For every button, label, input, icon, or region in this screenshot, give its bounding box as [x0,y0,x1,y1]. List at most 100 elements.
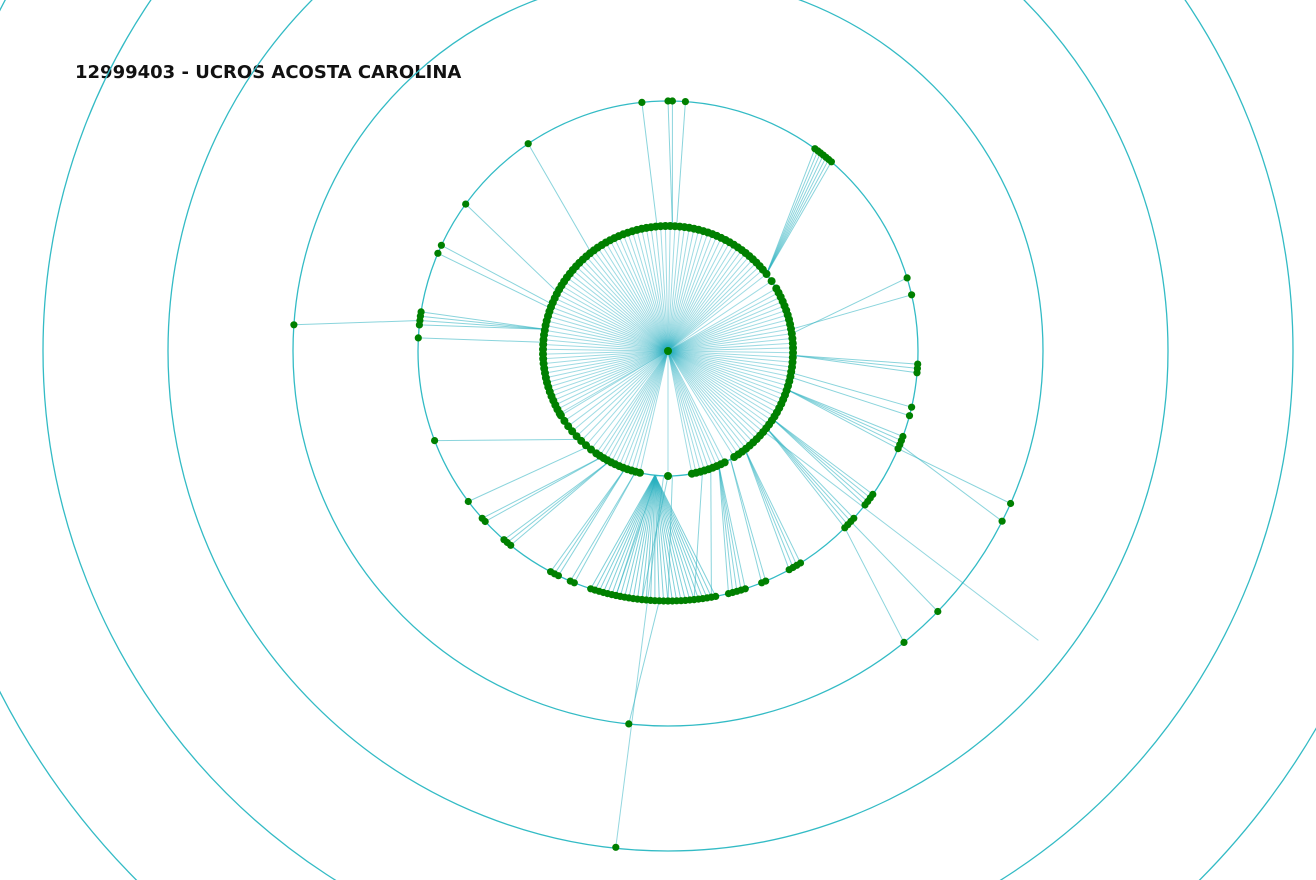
node-ring2[interactable] [903,274,911,282]
node-ring3[interactable] [900,638,908,647]
edge-root-ring1 [614,350,669,465]
node-ring2[interactable] [905,412,914,420]
edge-root-ring1 [590,350,669,450]
edge-root-ring1 [561,285,669,352]
node-ring4[interactable] [612,843,620,851]
node-ring2[interactable] [414,334,422,342]
node-ring2[interactable] [434,249,442,257]
edge-root-ring1 [613,237,669,352]
node-ring1[interactable] [767,277,776,286]
edge-ring1-ring2 [693,471,703,600]
node-ring2[interactable] [431,437,439,445]
edge-ring1-ring2 [766,427,855,519]
node-ring2[interactable] [861,501,869,509]
edge-fan [654,475,717,597]
node-ring2[interactable] [913,369,921,377]
edge-root-ring1 [622,350,669,468]
edge-ring1-ring2 [792,354,918,365]
node-ring2[interactable] [668,97,677,105]
edge-root-ring1 [667,230,704,352]
node-ring2[interactable] [908,291,916,299]
edge-root-ring1 [667,273,767,352]
edge-ring1-ring2 [718,465,742,591]
edge-root-ring1 [560,350,669,416]
ring-5 [42,0,1294,880]
edge-root-ring1 [578,262,669,352]
edge-ring1-ring2 [786,389,899,450]
node-ring2[interactable] [827,158,836,166]
edge-root-ring1 [605,242,669,352]
node-ring2[interactable] [464,497,472,506]
edge-ring1-ring2 [641,102,658,227]
edge-ring1-ring2 [772,418,874,495]
node-ring1[interactable] [762,270,771,278]
edge-root-ring1 [667,350,778,413]
edge-root-ring1 [667,350,718,467]
edge-root-ring1 [641,228,669,352]
edge-root-ring1 [667,350,735,458]
edge-root-ring1 [667,227,685,352]
node-ring2[interactable] [785,566,793,574]
edge-fan [615,475,656,596]
node-ring2[interactable] [566,577,574,585]
edge-root-ring1 [667,247,739,352]
edge-root-ring1 [544,329,669,352]
node-ring3[interactable] [290,321,298,329]
edge-fan [645,475,656,601]
node-ring3[interactable] [1007,499,1015,508]
node-ring2[interactable] [417,308,425,316]
node-ring1[interactable] [556,411,565,420]
edge-ring1-ring2 [503,460,610,541]
edge-root-ring1 [636,229,669,352]
edge-ring1-ring2 [790,294,912,330]
node-ring2[interactable] [587,585,595,593]
edge-root-ring1 [667,350,693,474]
edge-root-ring1 [664,225,669,352]
edge-root-ring1 [606,350,669,461]
node-ring2[interactable] [908,403,916,411]
edge-ring1-ring2 [766,152,821,275]
edge-root-ring1 [601,244,669,352]
edge-root-ring1 [667,350,780,409]
edge-root-ring1 [609,239,669,352]
edge-root-ring1 [667,288,777,352]
node-ring2[interactable] [437,241,445,249]
node-ring2[interactable] [462,200,470,208]
edge-ring1-ring2 [434,438,580,442]
edge-root-ring1 [667,244,735,352]
edge-fan [654,475,686,601]
node-ring2[interactable] [638,98,646,106]
edge-fan [654,475,673,602]
node-ring2[interactable] [894,445,902,453]
node-ring2[interactable] [681,98,690,106]
node-ring1[interactable] [664,472,672,480]
node-ring2[interactable] [500,536,508,544]
node-ring3[interactable] [998,517,1006,525]
edge-fan [624,475,656,598]
node-ring3[interactable] [625,720,633,728]
node-ring2[interactable] [547,568,555,576]
root-node[interactable] [664,347,672,355]
node-ring1[interactable] [687,469,696,478]
node-ring2[interactable] [478,514,486,522]
node-ring2[interactable] [524,140,532,148]
edge-root-ring1 [549,311,669,352]
edge-root-ring1 [667,226,676,352]
node-ring3[interactable] [934,607,942,616]
edge-root-ring1 [650,227,669,352]
edge-root-ring1 [667,239,726,352]
edge-root-ring1 [667,350,739,455]
edge-root-ring1 [569,273,669,352]
node-ring1[interactable] [730,453,739,461]
edge-root-ring1 [582,259,669,352]
edge-long [615,475,665,848]
edge-root-ring1 [618,235,669,352]
node-ring2[interactable] [724,590,733,598]
edge-fan [632,475,656,599]
edge-root-ring1 [610,350,669,463]
node-ring2[interactable] [841,524,849,532]
edge-ring1-ring2 [744,449,794,568]
edge-ring1-ring2 [718,465,734,593]
edge-ring1-ring2 [718,465,729,594]
node-ring2[interactable] [758,579,766,587]
